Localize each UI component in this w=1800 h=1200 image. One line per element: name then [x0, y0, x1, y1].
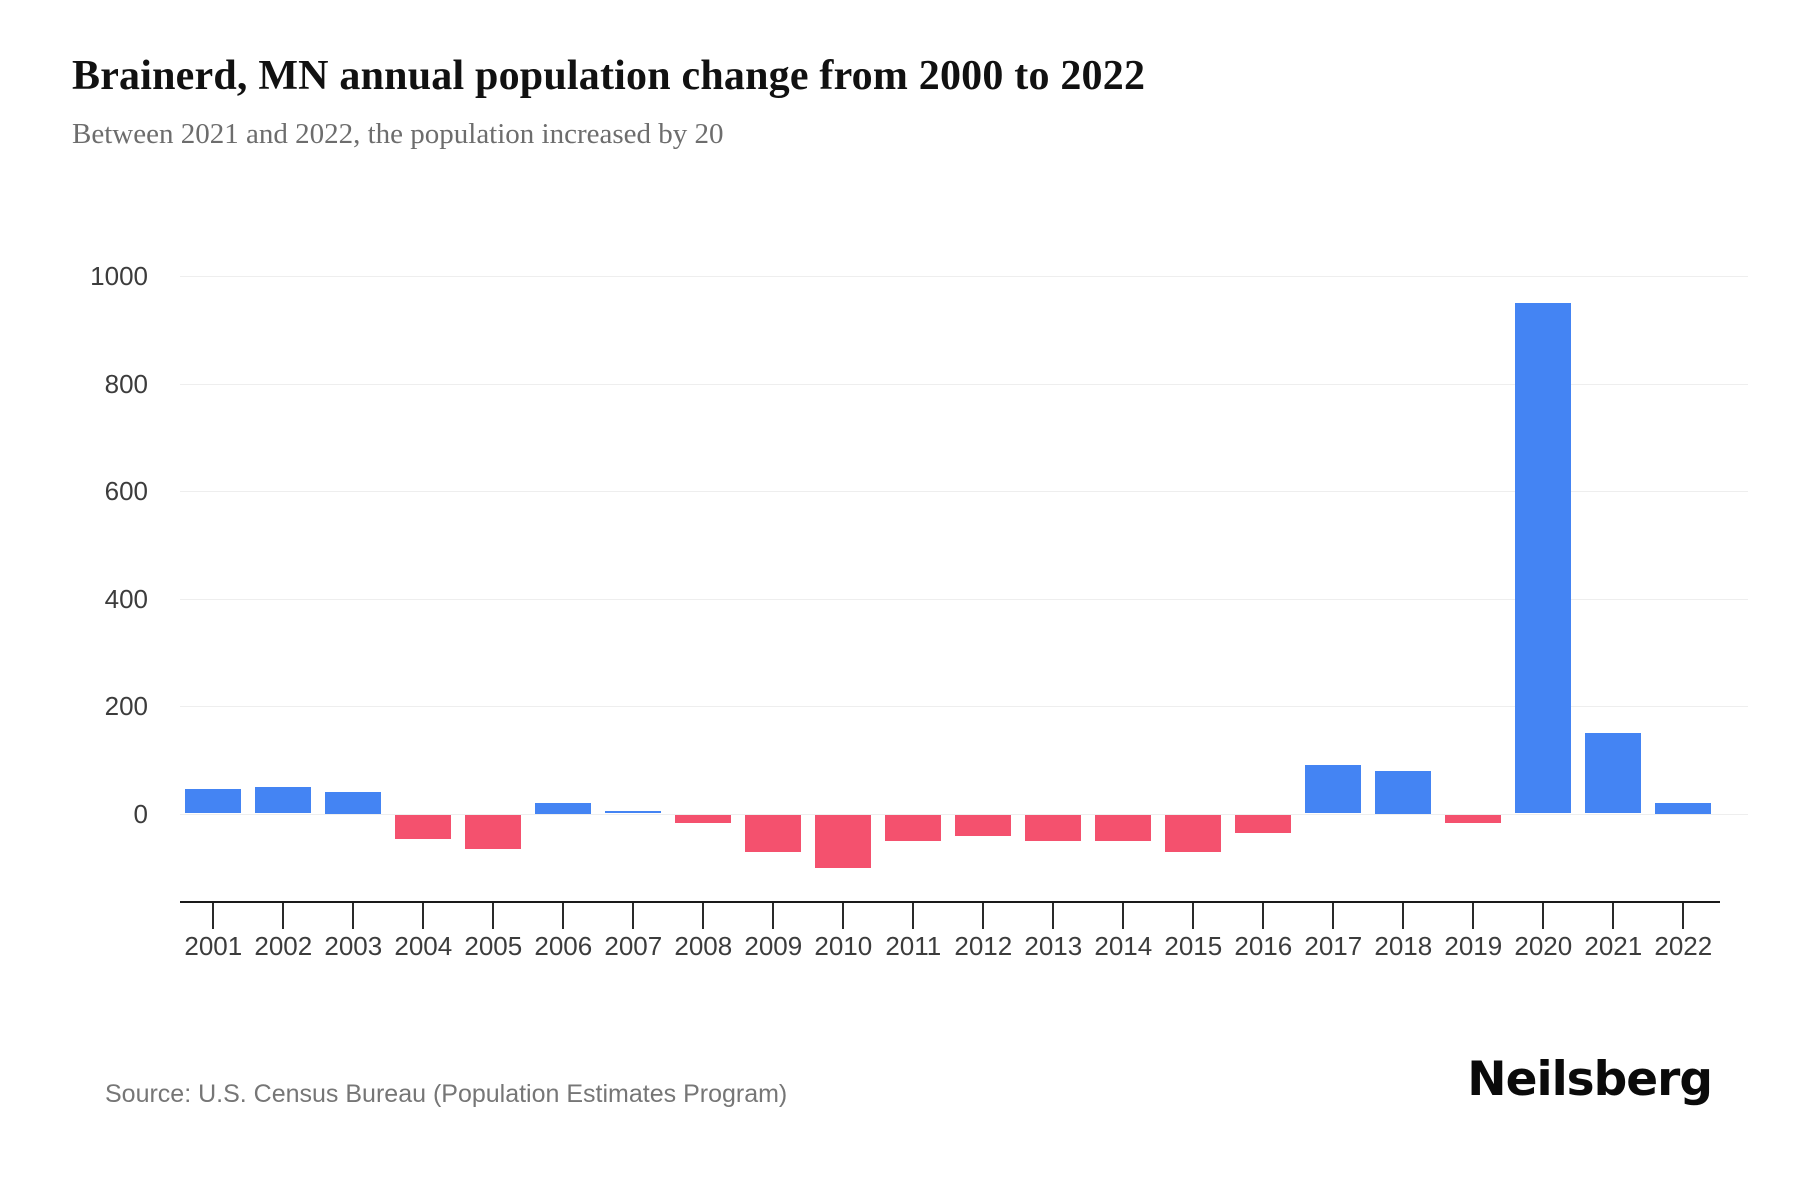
bar-2008[interactable] [675, 814, 732, 823]
x-axis-label-2013: 2013 [1024, 931, 1083, 961]
x-axis-tick-2016 [1262, 903, 1265, 929]
bar-2012[interactable] [955, 814, 1012, 836]
bar-2019[interactable] [1445, 814, 1502, 823]
bar-2013[interactable] [1025, 814, 1082, 842]
bar-2002[interactable] [255, 786, 312, 814]
gridline-800 [180, 383, 1748, 385]
x-axis-label-2010: 2010 [814, 931, 873, 961]
x-axis-tick-2001 [212, 903, 215, 929]
y-axis-label-800: 800 [104, 368, 148, 399]
y-axis-label-600: 600 [104, 476, 148, 506]
x-axis-label-2018: 2018 [1374, 931, 1433, 961]
x-axis-label-2017: 2017 [1304, 931, 1363, 961]
x-axis-label-2016: 2016 [1234, 931, 1293, 961]
bar-2010[interactable] [815, 814, 872, 869]
bar-2016[interactable] [1235, 814, 1292, 834]
x-axis-tick-2007 [632, 903, 635, 929]
x-axis-tick-2012 [982, 903, 985, 929]
gridline-200 [180, 706, 1748, 707]
y-axis-label-1000: 1000 [90, 261, 148, 291]
x-axis-tick-2013 [1052, 903, 1055, 929]
bar-2017[interactable] [1305, 765, 1362, 814]
bar-2020[interactable] [1515, 302, 1572, 814]
x-axis-label-2021: 2021 [1584, 931, 1643, 961]
bar-2015[interactable] [1165, 814, 1222, 853]
bar-2007[interactable] [605, 810, 662, 814]
x-axis-label-2020: 2020 [1514, 931, 1573, 961]
bar-2001[interactable] [185, 789, 242, 814]
x-axis-label-2019: 2019 [1444, 931, 1503, 961]
bar-2005[interactable] [465, 814, 522, 850]
neilsberg-logo: Neilsberg [1467, 1052, 1713, 1107]
x-axis-label-2012: 2012 [954, 931, 1013, 961]
x-axis-tick-2005 [492, 903, 495, 929]
gridline-0 [180, 813, 1748, 815]
x-axis-label-2009: 2009 [744, 931, 803, 961]
chart-title: Brainerd, MN annual population change fr… [72, 53, 1146, 99]
chart-subtitle: Between 2021 and 2022, the population in… [72, 118, 724, 150]
x-axis-label-2022: 2022 [1654, 931, 1713, 961]
x-axis-label-2001: 2001 [184, 931, 243, 961]
y-axis-label-0: 0 [133, 798, 148, 829]
bar-2003[interactable] [325, 792, 382, 814]
x-axis-tick-2014 [1122, 903, 1125, 929]
x-axis-tick-2018 [1402, 903, 1405, 929]
x-axis-label-2004: 2004 [394, 931, 453, 961]
x-axis-label-2002: 2002 [254, 931, 313, 961]
x-axis-label-2015: 2015 [1164, 931, 1223, 961]
bar-2011[interactable] [885, 814, 942, 842]
x-axis-label-2005: 2005 [464, 931, 523, 961]
x-axis-tick-2020 [1542, 903, 1545, 929]
y-axis-label-400: 400 [104, 583, 148, 614]
x-axis-tick-2021 [1612, 903, 1615, 929]
x-axis-tick-2006 [562, 903, 565, 929]
bar-2021[interactable] [1585, 732, 1642, 814]
x-axis-tick-2008 [702, 903, 705, 929]
bar-2022[interactable] [1655, 802, 1712, 814]
gridline-600 [180, 491, 1748, 492]
x-axis-tick-2017 [1332, 903, 1335, 929]
gridline-1000 [180, 276, 1748, 277]
gridline-400 [180, 598, 1748, 600]
x-axis-tick-2015 [1192, 903, 1195, 929]
x-axis-label-2014: 2014 [1094, 931, 1153, 961]
source-note: Source: U.S. Census Bureau (Population E… [105, 1080, 788, 1108]
bar-2018[interactable] [1375, 770, 1432, 814]
x-axis-tick-2002 [282, 903, 285, 929]
x-axis-label-2003: 2003 [324, 931, 383, 961]
x-axis-label-2008: 2008 [674, 931, 733, 961]
x-axis-label-2007: 2007 [604, 931, 663, 961]
x-axis-label-2011: 2011 [885, 931, 942, 961]
x-axis-tick-2004 [422, 903, 425, 929]
x-axis-tick-2010 [842, 903, 845, 929]
y-axis-label-200: 200 [104, 691, 148, 721]
x-axis-line [180, 901, 1720, 903]
x-axis-label-2006: 2006 [534, 931, 593, 961]
x-axis-tick-2022 [1682, 903, 1685, 929]
x-axis-tick-2011 [912, 903, 915, 929]
x-axis-tick-2009 [772, 903, 775, 929]
x-axis-tick-2003 [352, 903, 355, 929]
x-axis-tick-2019 [1472, 903, 1475, 929]
bar-2014[interactable] [1095, 814, 1152, 842]
bar-2009[interactable] [745, 814, 802, 853]
bar-2004[interactable] [395, 814, 452, 839]
bar-2006[interactable] [535, 802, 592, 814]
